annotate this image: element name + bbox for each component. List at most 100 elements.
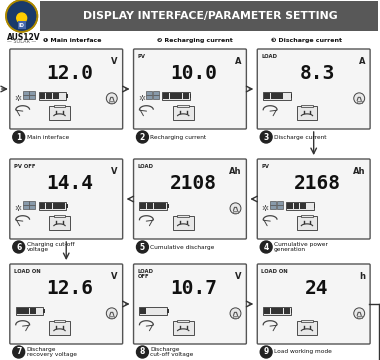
Text: LOAD
OFF: LOAD OFF [138,269,154,279]
FancyBboxPatch shape [43,309,45,312]
FancyBboxPatch shape [270,205,276,209]
Text: AUS12V: AUS12V [7,33,40,42]
Text: Ah: Ah [229,167,241,176]
Text: 1: 1 [16,132,21,141]
FancyBboxPatch shape [301,105,313,107]
FancyBboxPatch shape [153,95,159,99]
FancyBboxPatch shape [296,106,317,120]
FancyBboxPatch shape [10,159,123,239]
FancyBboxPatch shape [301,215,313,217]
FancyBboxPatch shape [263,307,291,315]
Circle shape [6,0,38,32]
FancyBboxPatch shape [66,94,68,98]
Text: PV: PV [261,164,269,169]
Circle shape [17,13,27,23]
Text: 5: 5 [140,243,145,252]
FancyBboxPatch shape [54,105,65,107]
Text: 8: 8 [140,347,145,356]
Text: Load working mode: Load working mode [274,350,332,355]
Text: ❸ Discharge current: ❸ Discharge current [271,38,342,43]
FancyBboxPatch shape [162,91,190,100]
Text: 3: 3 [264,132,269,141]
Text: Recharging current: Recharging current [150,135,206,140]
Text: Ah: Ah [353,167,365,176]
FancyBboxPatch shape [10,49,123,129]
Text: 2168: 2168 [293,174,340,193]
FancyBboxPatch shape [173,106,194,120]
FancyBboxPatch shape [277,201,282,204]
FancyBboxPatch shape [294,203,299,208]
FancyBboxPatch shape [233,316,238,318]
Text: ✲: ✲ [14,94,21,103]
Text: LOAD: LOAD [261,54,277,59]
FancyBboxPatch shape [291,94,292,98]
Text: ❶ Main interface: ❶ Main interface [43,38,102,43]
FancyBboxPatch shape [160,203,166,208]
FancyBboxPatch shape [49,321,70,335]
Circle shape [13,131,25,143]
Circle shape [13,241,25,253]
FancyBboxPatch shape [177,320,189,322]
FancyBboxPatch shape [141,203,146,208]
FancyBboxPatch shape [141,307,146,314]
FancyBboxPatch shape [167,309,169,312]
FancyBboxPatch shape [139,307,167,315]
FancyBboxPatch shape [257,159,370,239]
Text: Cumulative power
generation: Cumulative power generation [274,242,328,252]
FancyBboxPatch shape [23,205,28,209]
Circle shape [136,346,148,358]
FancyBboxPatch shape [287,203,293,208]
FancyBboxPatch shape [133,264,246,344]
Text: V: V [111,272,118,281]
FancyBboxPatch shape [53,93,59,99]
FancyBboxPatch shape [177,215,189,217]
Text: Discharge
cut-off voltage: Discharge cut-off voltage [150,347,194,357]
FancyBboxPatch shape [307,203,313,208]
FancyBboxPatch shape [176,93,182,99]
FancyBboxPatch shape [40,203,45,208]
FancyBboxPatch shape [23,201,28,204]
Text: Discharge
recovery voltage: Discharge recovery voltage [27,347,77,357]
FancyBboxPatch shape [291,309,292,312]
FancyBboxPatch shape [40,1,378,31]
Text: 24: 24 [305,279,329,298]
FancyBboxPatch shape [59,93,65,99]
FancyBboxPatch shape [53,203,59,208]
FancyBboxPatch shape [133,49,246,129]
FancyBboxPatch shape [277,205,282,209]
FancyBboxPatch shape [10,264,123,344]
FancyBboxPatch shape [167,203,169,208]
FancyBboxPatch shape [46,93,52,99]
Text: A: A [235,57,241,66]
Circle shape [260,346,272,358]
Circle shape [13,346,25,358]
FancyBboxPatch shape [271,93,277,99]
Text: V: V [235,272,241,281]
Text: LOAD ON: LOAD ON [261,269,288,274]
FancyBboxPatch shape [271,307,277,314]
FancyBboxPatch shape [257,264,370,344]
FancyBboxPatch shape [18,21,26,29]
FancyBboxPatch shape [183,93,189,99]
Text: Cumulative discharge: Cumulative discharge [150,244,215,249]
FancyBboxPatch shape [30,307,36,314]
FancyBboxPatch shape [29,95,35,99]
FancyBboxPatch shape [284,307,290,314]
Circle shape [6,0,38,32]
FancyBboxPatch shape [146,91,152,95]
Text: 7: 7 [16,347,21,356]
FancyBboxPatch shape [296,321,317,335]
Text: ✲: ✲ [262,204,269,213]
FancyBboxPatch shape [17,307,22,314]
Circle shape [106,308,117,319]
Circle shape [260,131,272,143]
Text: Main interface: Main interface [27,135,69,140]
FancyBboxPatch shape [59,203,65,208]
Text: 2108: 2108 [170,174,217,193]
FancyBboxPatch shape [300,203,306,208]
Text: — SOLAR —: — SOLAR — [7,39,36,44]
FancyBboxPatch shape [23,91,28,95]
FancyBboxPatch shape [66,203,68,208]
FancyBboxPatch shape [29,205,35,209]
FancyBboxPatch shape [357,102,362,103]
